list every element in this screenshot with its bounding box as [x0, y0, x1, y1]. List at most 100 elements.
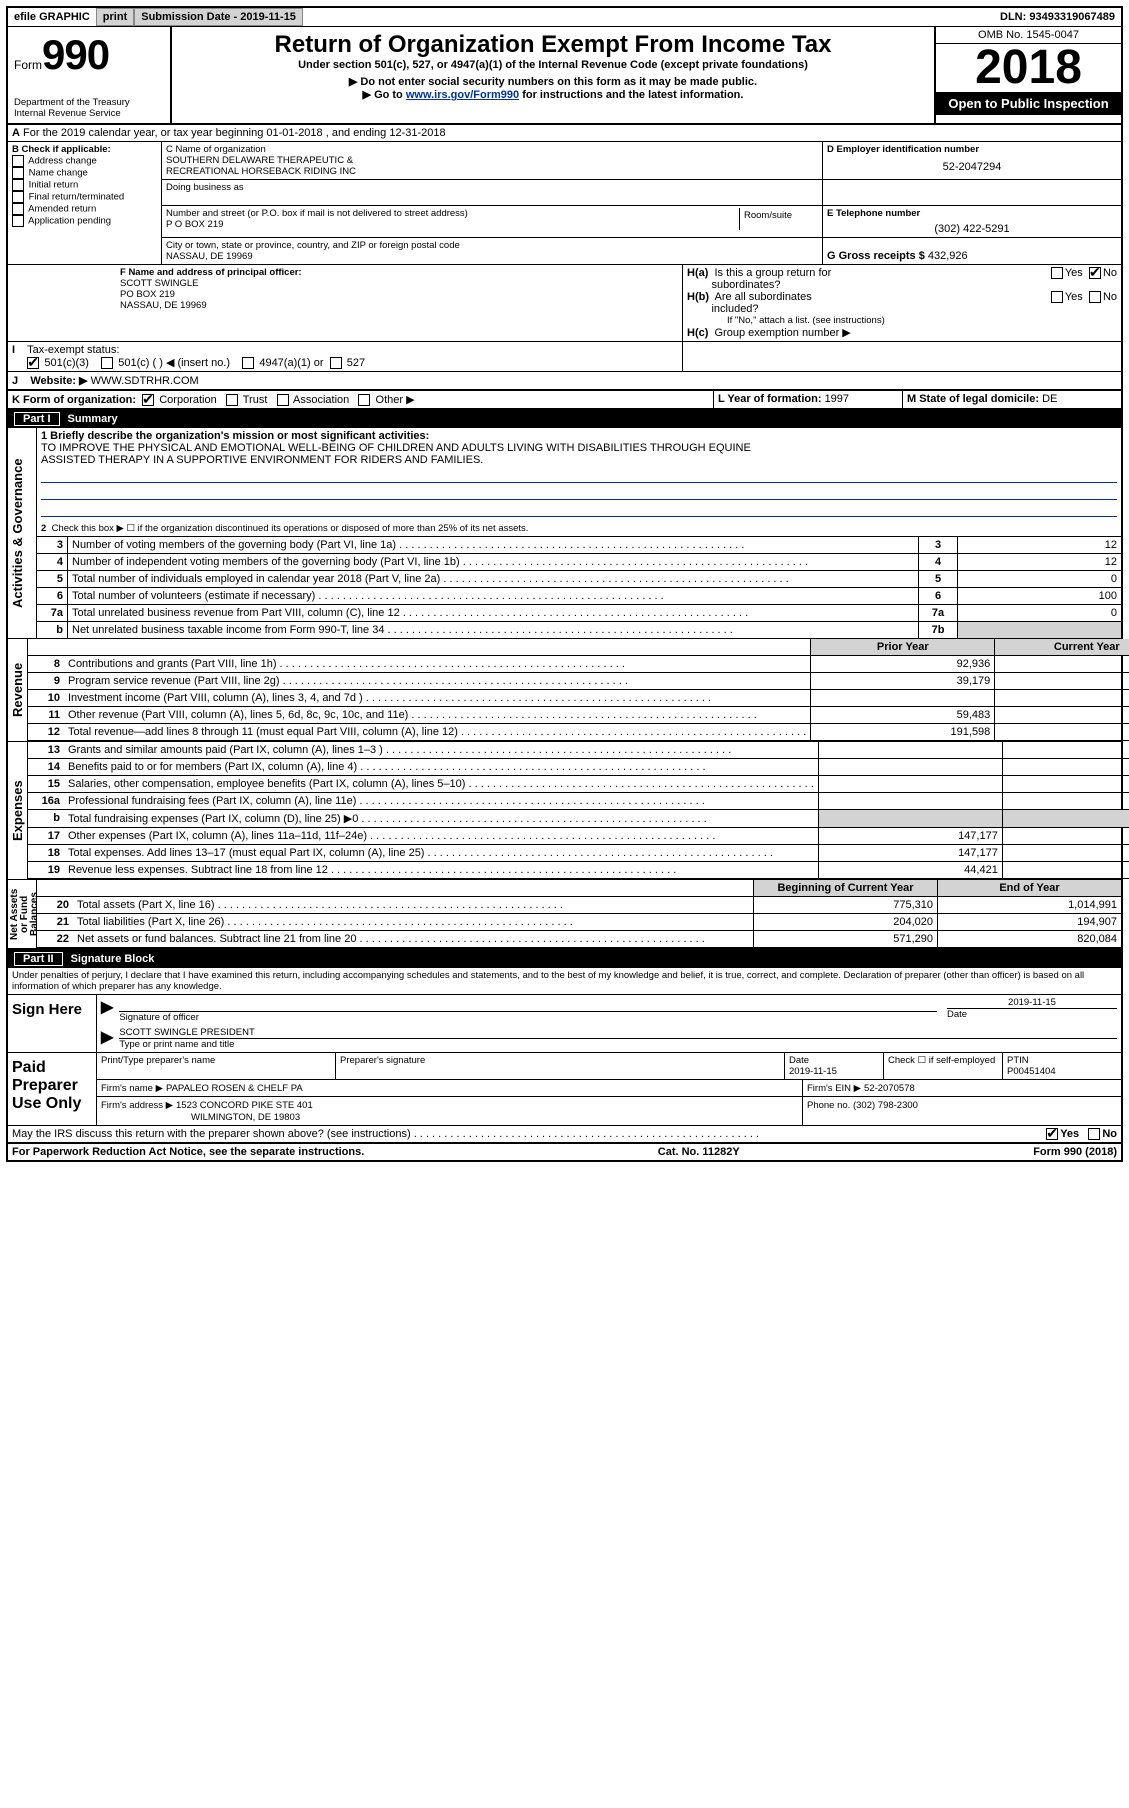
paid-preparer-block: Paid Preparer Use Only Print/Type prepar…: [8, 1053, 1121, 1126]
table-row: 22Net assets or fund balances. Subtract …: [37, 931, 1121, 948]
goto-post: for instructions and the latest informat…: [519, 89, 743, 101]
mission-2: ASSISTED THERAPY IN A SUPPORTIVE ENVIRON…: [41, 454, 483, 466]
table-row: 15Salaries, other compensation, employee…: [28, 776, 1129, 793]
table-row: 8Contributions and grants (Part VIII, li…: [28, 656, 1129, 673]
footer-left: For Paperwork Reduction Act Notice, see …: [12, 1146, 364, 1158]
instructions-link[interactable]: www.irs.gov/Form990: [406, 89, 519, 101]
firm-ein-label: Firm's EIN ▶: [807, 1083, 861, 1094]
goto-pre: ▶ Go to: [363, 89, 406, 101]
firm-name: PAPALEO ROSEN & CHELF PA: [166, 1083, 303, 1094]
part1-body: Activities & Governance 1 Briefly descri…: [8, 428, 1121, 638]
prep-date-label: Date: [789, 1055, 879, 1066]
dba-label: Doing business as: [166, 182, 818, 193]
ha-no[interactable]: [1089, 267, 1101, 279]
table-row: bTotal fundraising expenses (Part IX, co…: [28, 810, 1129, 828]
period-line: A For the 2019 calendar year, or tax yea…: [8, 125, 1121, 142]
expenses-section: Expenses 13Grants and similar amounts pa…: [8, 741, 1121, 879]
chk-initial-return[interactable]: [12, 179, 24, 191]
revenue-section: Revenue Prior Year Current Year 8Contrib…: [8, 638, 1121, 741]
chk-final-return[interactable]: [12, 191, 24, 203]
chk-assoc[interactable]: [277, 394, 289, 406]
website[interactable]: WWW.SDTRHR.COM: [91, 375, 199, 387]
discuss-no[interactable]: [1088, 1128, 1100, 1140]
chk-4947[interactable]: [242, 357, 254, 369]
irs: Internal Revenue Service: [14, 108, 164, 119]
firm-addr-label: Firm's address ▶: [101, 1100, 173, 1111]
discuss-yes[interactable]: [1046, 1128, 1058, 1140]
sign-type-label: Type or print name and title: [119, 1039, 1117, 1050]
ha-yes[interactable]: [1051, 267, 1063, 279]
table-row: 14Benefits paid to or for members (Part …: [28, 759, 1129, 776]
submission-date-button[interactable]: Submission Date - 2019-11-15: [134, 8, 303, 26]
part2-header: Part II Signature Block: [8, 950, 1121, 968]
chk-amended[interactable]: [12, 203, 24, 215]
table-row: 3Number of voting members of the governi…: [37, 537, 1121, 554]
table-row: 17Other expenses (Part IX, column (A), l…: [28, 828, 1129, 845]
table-row: 4Number of independent voting members of…: [37, 554, 1121, 571]
ptin-label: PTIN: [1007, 1055, 1117, 1066]
table-row: 21Total liabilities (Part X, line 26)204…: [37, 914, 1121, 931]
table-row: 12Total revenue—add lines 8 through 11 (…: [28, 724, 1129, 741]
prior-year-head: Prior Year: [810, 639, 994, 655]
sign-date-label: Date: [947, 1009, 1117, 1020]
lbl-address-change: Address change: [28, 156, 97, 167]
chk-501c[interactable]: [101, 357, 113, 369]
side-revenue: Revenue: [8, 639, 27, 741]
table-row: 11Other revenue (Part VIII, column (A), …: [28, 707, 1129, 724]
part1-header: Part I Summary: [8, 410, 1121, 428]
paid-preparer-label: Paid Preparer Use Only: [8, 1053, 97, 1125]
table-row: bNet unrelated business taxable income f…: [37, 622, 1121, 639]
hb-yes[interactable]: [1051, 291, 1063, 303]
dln: DLN: 93493319067489: [994, 9, 1121, 25]
prep-date: 2019-11-15: [789, 1066, 879, 1077]
efile-link[interactable]: efile GRAPHIC: [8, 9, 96, 25]
discuss-q: May the IRS discuss this return with the…: [12, 1128, 967, 1140]
chk-501c3[interactable]: [27, 357, 39, 369]
department: Department of the Treasury: [14, 97, 164, 108]
part1-title: Summary: [68, 413, 118, 425]
form-subtitle: Under section 501(c), 527, or 4947(a)(1)…: [180, 59, 926, 71]
sign-name: SCOTT SWINGLE PRESIDENT: [119, 1027, 1117, 1039]
print-button[interactable]: print: [96, 8, 134, 26]
part2-label: Part II: [14, 952, 63, 966]
boxK-label: K Form of organization:: [12, 394, 136, 406]
lbl-final-return: Final return/terminated: [29, 192, 125, 203]
f-h-block: F Name and address of principal officer:…: [8, 265, 1121, 342]
page-footer: For Paperwork Reduction Act Notice, see …: [8, 1144, 1121, 1160]
firm-addr1: 1523 CONCORD PIKE STE 401: [176, 1100, 313, 1111]
org-name-1: SOUTHERN DELAWARE THERAPEUTIC &: [166, 155, 818, 166]
sig-officer-label: Signature of officer: [119, 1012, 937, 1023]
chk-name-change[interactable]: [12, 167, 24, 179]
chk-app-pending[interactable]: [12, 215, 24, 227]
governance-table: 3Number of voting members of the governi…: [37, 536, 1121, 638]
chk-trust[interactable]: [226, 394, 238, 406]
chk-other[interactable]: [358, 394, 370, 406]
chk-address-change[interactable]: [12, 155, 24, 167]
self-employed-check[interactable]: Check ☐ if self-employed: [884, 1053, 1003, 1079]
footer-right: Form 990 (2018): [1033, 1146, 1117, 1158]
boy-head: Beginning of Current Year: [753, 880, 937, 896]
table-row: 5Total number of individuals employed in…: [37, 571, 1121, 588]
prep-name-label: Print/Type preparer's name: [101, 1055, 331, 1066]
lbl-name-change: Name change: [29, 168, 88, 179]
boxC-name-label: C Name of organization: [166, 144, 818, 155]
lbl-initial-return: Initial return: [29, 180, 79, 191]
netassets-section: Net Assets or Fund Balances Beginning of…: [8, 879, 1121, 950]
form-990-page: efile GRAPHIC print Submission Date - 20…: [6, 6, 1123, 1162]
room-label: Room/suite: [739, 208, 818, 230]
part2-title: Signature Block: [71, 953, 155, 965]
org-name-2: RECREATIONAL HORSEBACK RIDING INC: [166, 166, 818, 177]
form-number: 990: [42, 31, 109, 79]
open-to-public: Open to Public Inspection: [936, 92, 1121, 115]
boxB-label: B Check if applicable:: [12, 144, 157, 155]
tax-year: 2018: [936, 44, 1121, 92]
boxL: L Year of formation:: [718, 393, 825, 405]
chk-527[interactable]: [330, 357, 342, 369]
table-row: 20Total assets (Part X, line 16)775,3101…: [37, 897, 1121, 914]
chk-corp[interactable]: [142, 394, 154, 406]
arrow-icon: ▶: [101, 1027, 113, 1050]
hb-no[interactable]: [1089, 291, 1101, 303]
table-row: 19Revenue less expenses. Subtract line 1…: [28, 862, 1129, 879]
part1-label: Part I: [14, 412, 60, 426]
officer-addr2: NASSAU, DE 19969: [120, 300, 678, 311]
